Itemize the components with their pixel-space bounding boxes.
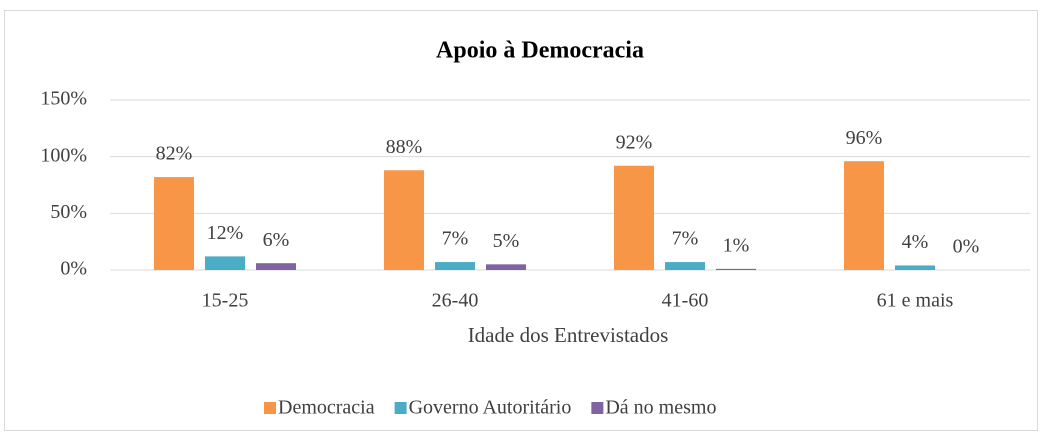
bar xyxy=(205,256,245,270)
bar xyxy=(384,170,424,270)
legend-swatch xyxy=(591,402,604,414)
legend-label: Democracia xyxy=(278,397,375,419)
legend-label: Dá no mesmo xyxy=(605,397,716,419)
y-tick-label: 50% xyxy=(50,201,87,223)
data-label: 88% xyxy=(386,136,423,158)
x-tick-label: 15-25 xyxy=(202,290,249,312)
legend-label: Governo Autoritário xyxy=(409,397,572,419)
bar xyxy=(895,265,935,270)
legend-swatch xyxy=(394,402,407,414)
data-label: 4% xyxy=(902,231,929,253)
data-label: 82% xyxy=(156,143,193,165)
data-label: 7% xyxy=(442,228,469,250)
x-axis-title: Idade dos Entrevistados xyxy=(468,323,669,347)
bar xyxy=(614,165,654,270)
bar xyxy=(665,262,705,270)
bar xyxy=(154,177,194,270)
data-label: 7% xyxy=(672,228,699,250)
bar xyxy=(844,161,884,270)
bar xyxy=(435,262,475,270)
chart-title: Apoio à Democracia xyxy=(436,38,644,64)
data-label: 5% xyxy=(493,230,520,252)
x-tick-label: 26-40 xyxy=(432,290,479,312)
bar xyxy=(486,264,526,270)
data-label: 12% xyxy=(207,222,244,244)
data-label: 0% xyxy=(953,236,980,258)
x-tick-label: 41-60 xyxy=(662,290,709,312)
y-tick-label: 0% xyxy=(60,258,87,280)
x-tick-label: 61 e mais xyxy=(877,290,954,312)
y-tick-label: 100% xyxy=(40,144,87,166)
legend-swatch xyxy=(264,402,276,414)
data-label: 92% xyxy=(616,131,653,153)
bar xyxy=(256,263,296,270)
bar xyxy=(716,268,756,270)
data-label: 96% xyxy=(846,127,883,149)
y-tick-label: 150% xyxy=(40,88,87,110)
data-label: 6% xyxy=(263,229,290,251)
data-label: 1% xyxy=(723,234,750,256)
